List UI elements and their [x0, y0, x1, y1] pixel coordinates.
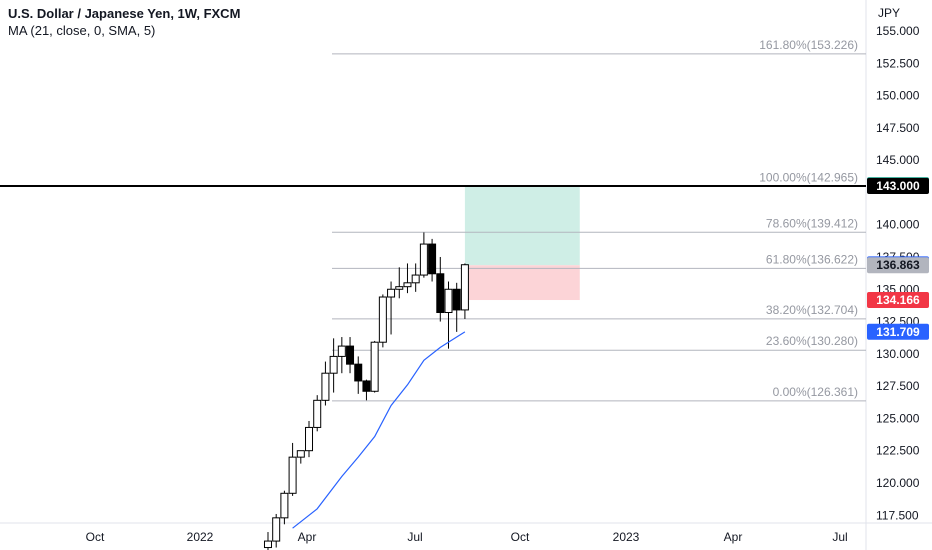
candle-body[interactable]	[411, 274, 420, 284]
candle-body[interactable]	[419, 243, 428, 276]
price-tick-label: 120.000	[876, 476, 920, 490]
fib-level-label: 78.60%(139.412)	[766, 216, 858, 230]
time-tick-label: 2023	[613, 530, 640, 544]
price-tick-label: 152.500	[876, 56, 920, 70]
candle-body[interactable]	[428, 243, 437, 275]
candle-body[interactable]	[460, 264, 469, 311]
candle-body[interactable]	[305, 426, 314, 452]
long-position-loss-zone[interactable]	[464, 265, 580, 301]
price-tick-label: 150.000	[876, 89, 920, 103]
fib-level-label: 100.00%(142.965)	[759, 170, 858, 184]
price-tick-label: 127.500	[876, 379, 920, 393]
candle-body[interactable]	[337, 345, 346, 357]
price-tick-label: 155.000	[876, 24, 920, 38]
time-tick-label: Oct	[86, 530, 105, 544]
price-tick-label: 147.500	[876, 121, 920, 135]
candle-body[interactable]	[288, 456, 297, 494]
candle-body[interactable]	[272, 517, 281, 542]
price-tick-label: 130.000	[876, 347, 920, 361]
candle-body[interactable]	[452, 288, 461, 311]
time-tick-label: 2022	[187, 530, 214, 544]
price-tick-label: 125.000	[876, 411, 920, 425]
candle-body[interactable]	[296, 450, 305, 458]
price-tick-label: 145.000	[876, 153, 920, 167]
time-tick-label: Apr	[724, 530, 743, 544]
fib-level-label: 161.80%(153.226)	[759, 38, 858, 52]
candle-body[interactable]	[370, 341, 379, 392]
candle-body[interactable]	[444, 288, 453, 314]
time-tick-label: Jul	[407, 530, 422, 544]
candle-body[interactable]	[321, 372, 330, 401]
long-position-profit-zone[interactable]	[464, 185, 580, 266]
price-badge	[867, 323, 929, 340]
currency-label: JPY	[878, 6, 901, 20]
candle-body[interactable]	[354, 363, 363, 382]
price-badge-label: 136.863	[876, 258, 920, 272]
candle-body[interactable]	[395, 286, 404, 290]
fib-level-label: 23.60%(130.280)	[766, 334, 858, 348]
fib-level-label: 61.80%(136.622)	[766, 252, 858, 266]
price-tick-label: 140.000	[876, 218, 920, 232]
candle-body[interactable]	[387, 288, 396, 298]
candle-body[interactable]	[280, 492, 289, 519]
candle-body[interactable]	[362, 380, 371, 392]
price-tick-label: 117.500	[876, 508, 919, 522]
time-tick-label: Jul	[832, 530, 847, 544]
price-badge	[867, 257, 929, 274]
fib-level-label: 0.00%(126.361)	[773, 385, 858, 399]
indicator-legend[interactable]: MA (21, close, 0, SMA, 5)	[8, 23, 156, 38]
candle-body[interactable]	[263, 540, 272, 549]
price-badge-label: 134.166	[876, 293, 920, 307]
symbol-title[interactable]: U.S. Dollar / Japanese Yen, 1W, FXCM	[8, 6, 241, 21]
price-badge	[867, 177, 929, 194]
chart-legend: U.S. Dollar / Japanese Yen, 1W, FXCM MA …	[8, 6, 240, 39]
candle-body[interactable]	[346, 345, 355, 365]
price-badge-label: 131.709	[876, 325, 920, 339]
moving-average-line[interactable]	[292, 331, 466, 529]
candle-body[interactable]	[403, 282, 412, 288]
time-tick-label: Oct	[511, 530, 530, 544]
candle-body[interactable]	[329, 355, 338, 374]
price-badge-label: 143.000	[876, 179, 920, 193]
price-tick-label: 122.500	[876, 444, 920, 458]
candle-body[interactable]	[436, 273, 445, 314]
time-tick-label: Apr	[298, 530, 317, 544]
candle-body[interactable]	[378, 296, 387, 343]
price-badge	[867, 292, 929, 309]
fib-level-label: 38.20%(132.704)	[766, 303, 858, 317]
candle-body[interactable]	[313, 399, 322, 428]
